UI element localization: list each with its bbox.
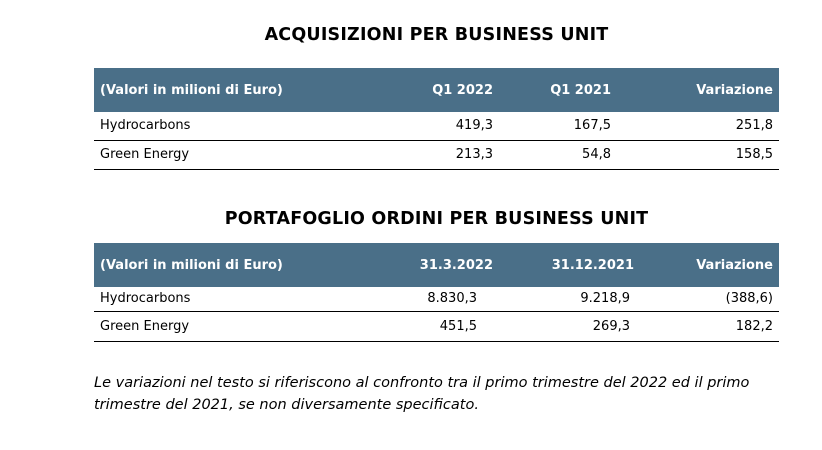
- footnote: Le variazioni nel testo si riferiscono a…: [94, 375, 750, 413]
- table-cell: 251,8: [735, 118, 773, 134]
- table-cell: 182,2: [735, 318, 773, 334]
- row-label: Green Energy: [100, 147, 190, 162]
- table-cell: 451,5: [439, 318, 477, 334]
- table-cell: 269,3: [592, 318, 630, 334]
- portafoglio-table: (Valori in milioni di Euro) 31.3.2022 31…: [94, 243, 779, 342]
- table-row: Green Energy 213,3 54,8 158,5: [94, 140, 779, 169]
- row-label: Hydrocarbons: [100, 291, 191, 307]
- table-cell: 419,3: [455, 118, 493, 134]
- header-cell: Variazione: [617, 68, 779, 112]
- header-cell: Q1 2021: [499, 68, 617, 112]
- table-row: Green Energy 451,5 269,3 182,2: [94, 311, 779, 341]
- header-cell: 31.3.2022: [364, 243, 499, 287]
- header-cell: Q1 2022: [399, 68, 499, 112]
- acquisizioni-table: (Valori in milioni di Euro) Q1 2022 Q1 2…: [94, 68, 779, 170]
- header-cell: 31.12.2021: [499, 243, 640, 287]
- table-row: Hydrocarbons 419,3 167,5 251,8: [94, 112, 779, 140]
- row-label: Green Energy: [100, 318, 190, 334]
- table-cell: (388,6): [725, 291, 773, 307]
- table-cell: 54,8: [582, 147, 611, 162]
- header-cell: (Valori in milioni di Euro): [94, 68, 399, 112]
- table-cell: 158,5: [735, 147, 773, 162]
- row-label: Hydrocarbons: [100, 118, 191, 134]
- portafoglio-title: PORTAFOGLIO ORDINI PER BUSINESS UNIT: [224, 209, 649, 229]
- table-row: Hydrocarbons 8.830,3 9.218,9 (388,6): [94, 287, 779, 311]
- table-cell: 167,5: [573, 118, 611, 134]
- table-cell: 9.218,9: [580, 291, 630, 307]
- table-cell: 213,3: [455, 147, 493, 162]
- header-cell: (Valori in milioni di Euro): [94, 243, 364, 287]
- header-cell: Variazione: [640, 243, 779, 287]
- acquisizioni-title: ACQUISIZIONI PER BUSINESS UNIT: [264, 25, 609, 45]
- table-cell: 8.830,3: [427, 291, 477, 307]
- table-header-row: (Valori in milioni di Euro) 31.3.2022 31…: [94, 243, 779, 287]
- table-header-row: (Valori in milioni di Euro) Q1 2022 Q1 2…: [94, 68, 779, 112]
